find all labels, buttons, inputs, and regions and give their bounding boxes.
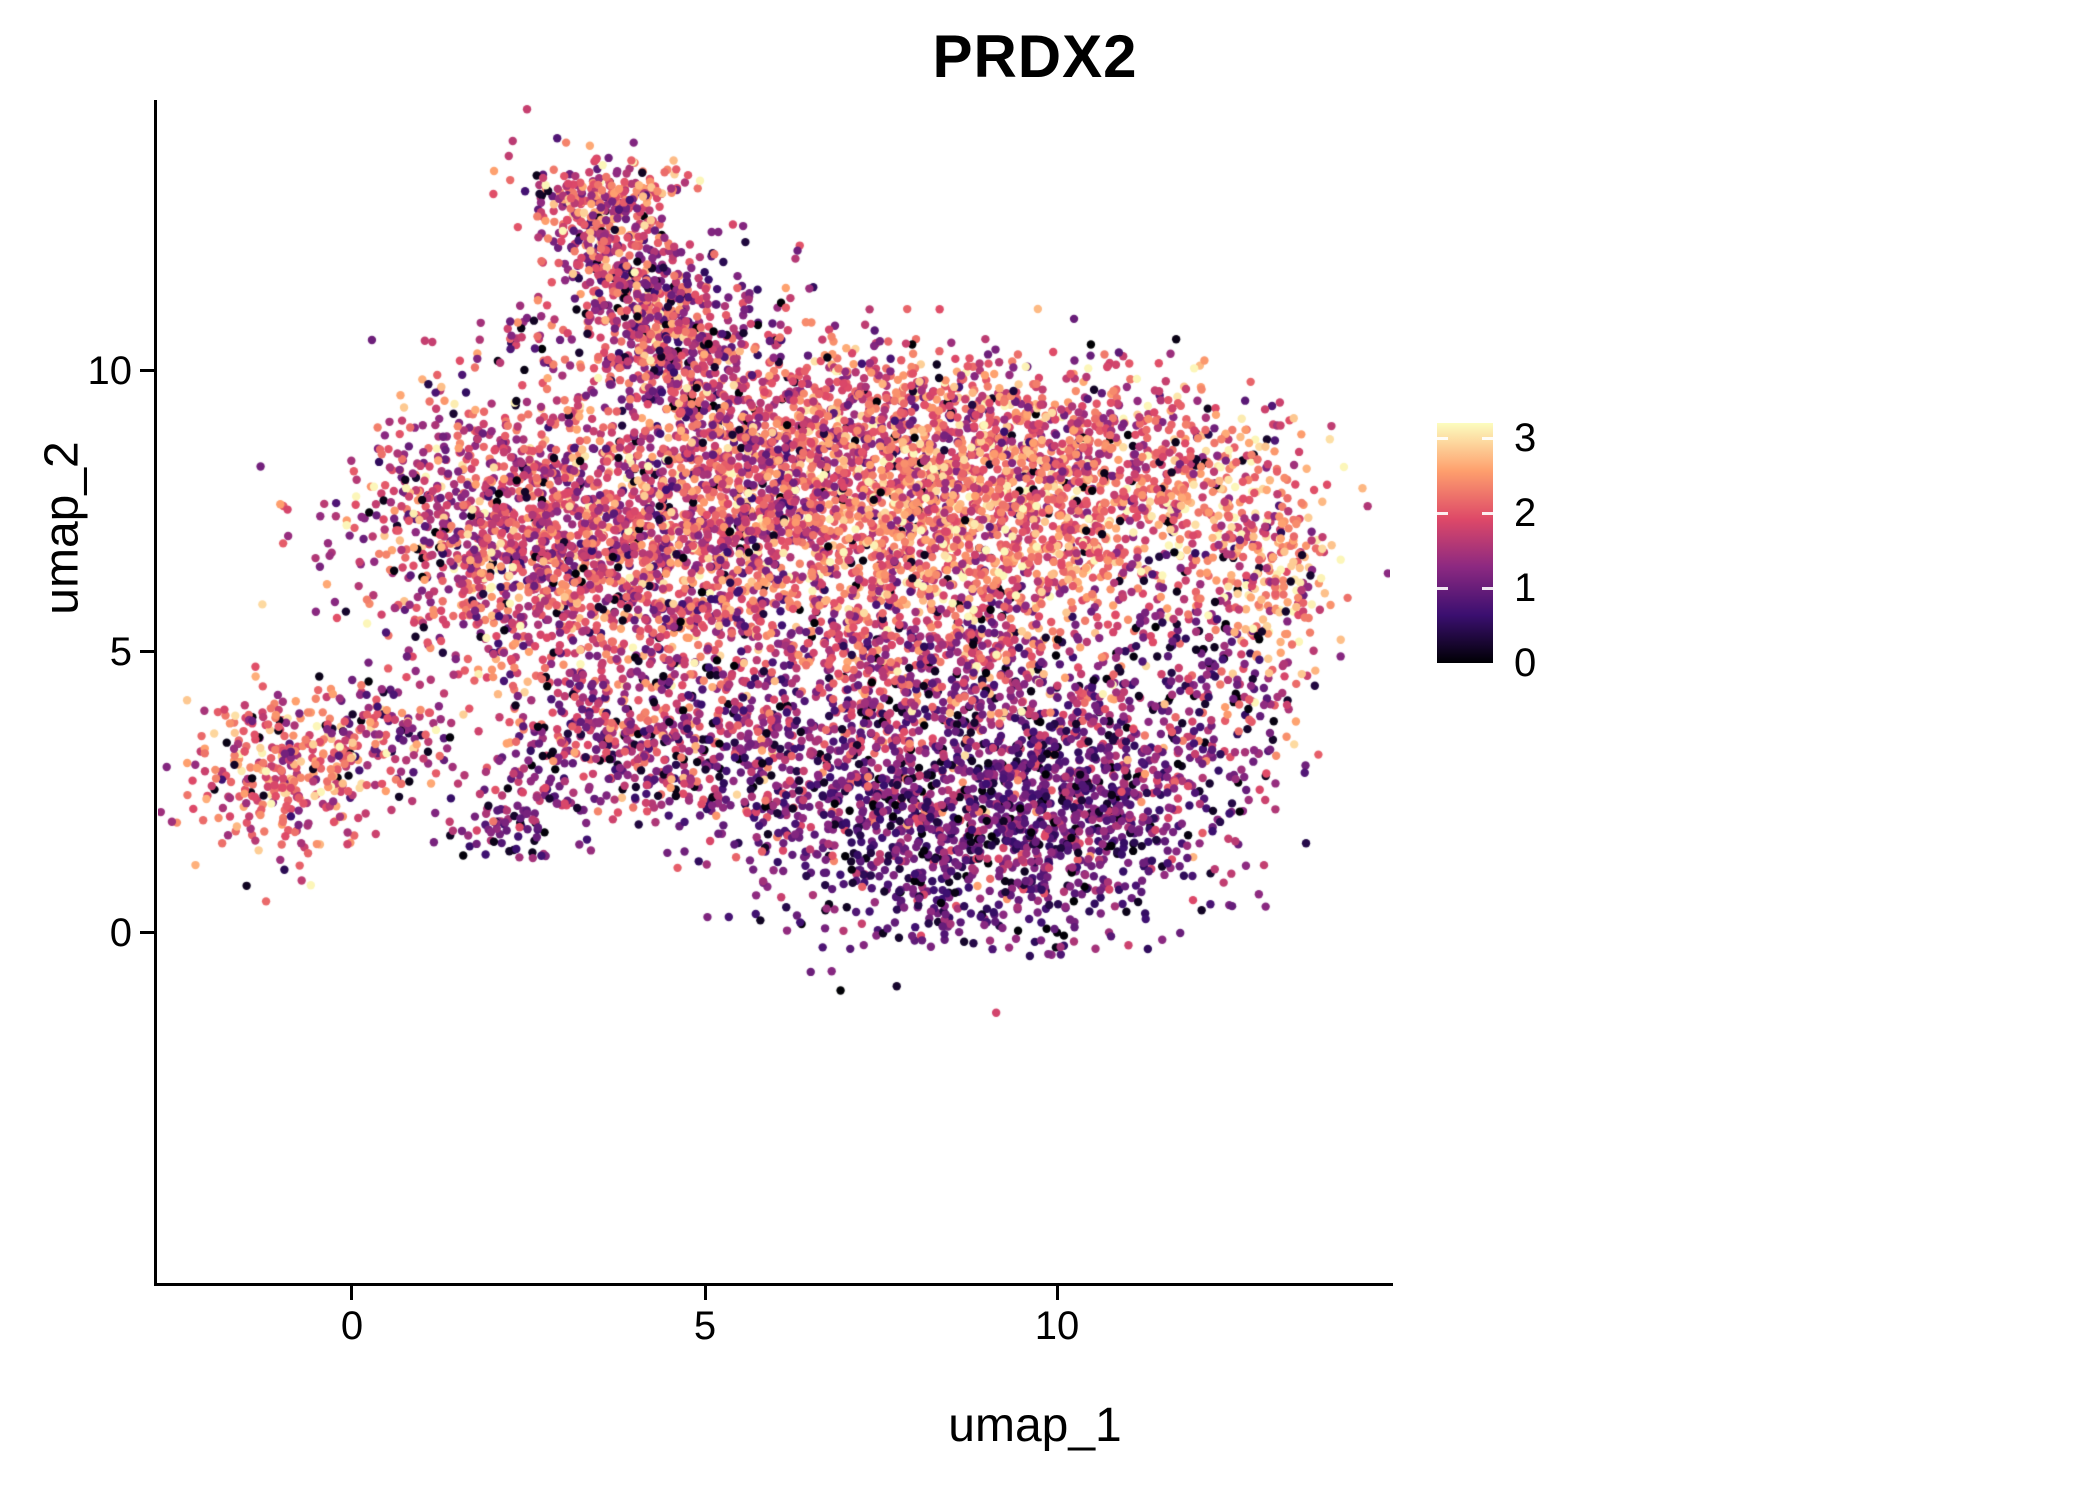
x-tick-mark [704, 1286, 707, 1300]
y-tick-mark [140, 931, 154, 934]
y-tick-label: 0 [109, 911, 132, 955]
colorbar-gradient [1437, 423, 1493, 663]
colorbar-tick-mark [1437, 437, 1448, 440]
scatter-canvas [158, 100, 1390, 1283]
y-tick-mark [140, 650, 154, 653]
y-axis-label: umap_2 [35, 441, 89, 615]
colorbar-tick-mark [1437, 587, 1448, 590]
colorbar-label: 3 [1514, 416, 1537, 460]
colorbar-label: 1 [1514, 566, 1537, 610]
y-tick-mark [140, 369, 154, 372]
colorbar-tick-mark [1482, 512, 1493, 515]
colorbar-label: 0 [1514, 641, 1537, 685]
x-tick-mark [350, 1286, 353, 1300]
y-axis-line [154, 100, 157, 1286]
x-tick-mark [1056, 1286, 1059, 1300]
x-tick-label: 5 [693, 1304, 717, 1348]
colorbar-tick-mark [1482, 587, 1493, 590]
x-axis-label: umap_1 [948, 1399, 1122, 1452]
x-tick-label: 10 [1034, 1304, 1080, 1348]
colorbar-tick-mark [1437, 512, 1448, 515]
y-tick-label: 5 [109, 630, 132, 674]
plot-title: PRDX2 [932, 23, 1138, 90]
x-tick-label: 0 [340, 1304, 364, 1348]
y-tick-label: 10 [87, 349, 133, 393]
colorbar-tick-mark [1482, 437, 1493, 440]
colorbar-label: 2 [1514, 491, 1537, 535]
x-axis-line [154, 1283, 1393, 1286]
